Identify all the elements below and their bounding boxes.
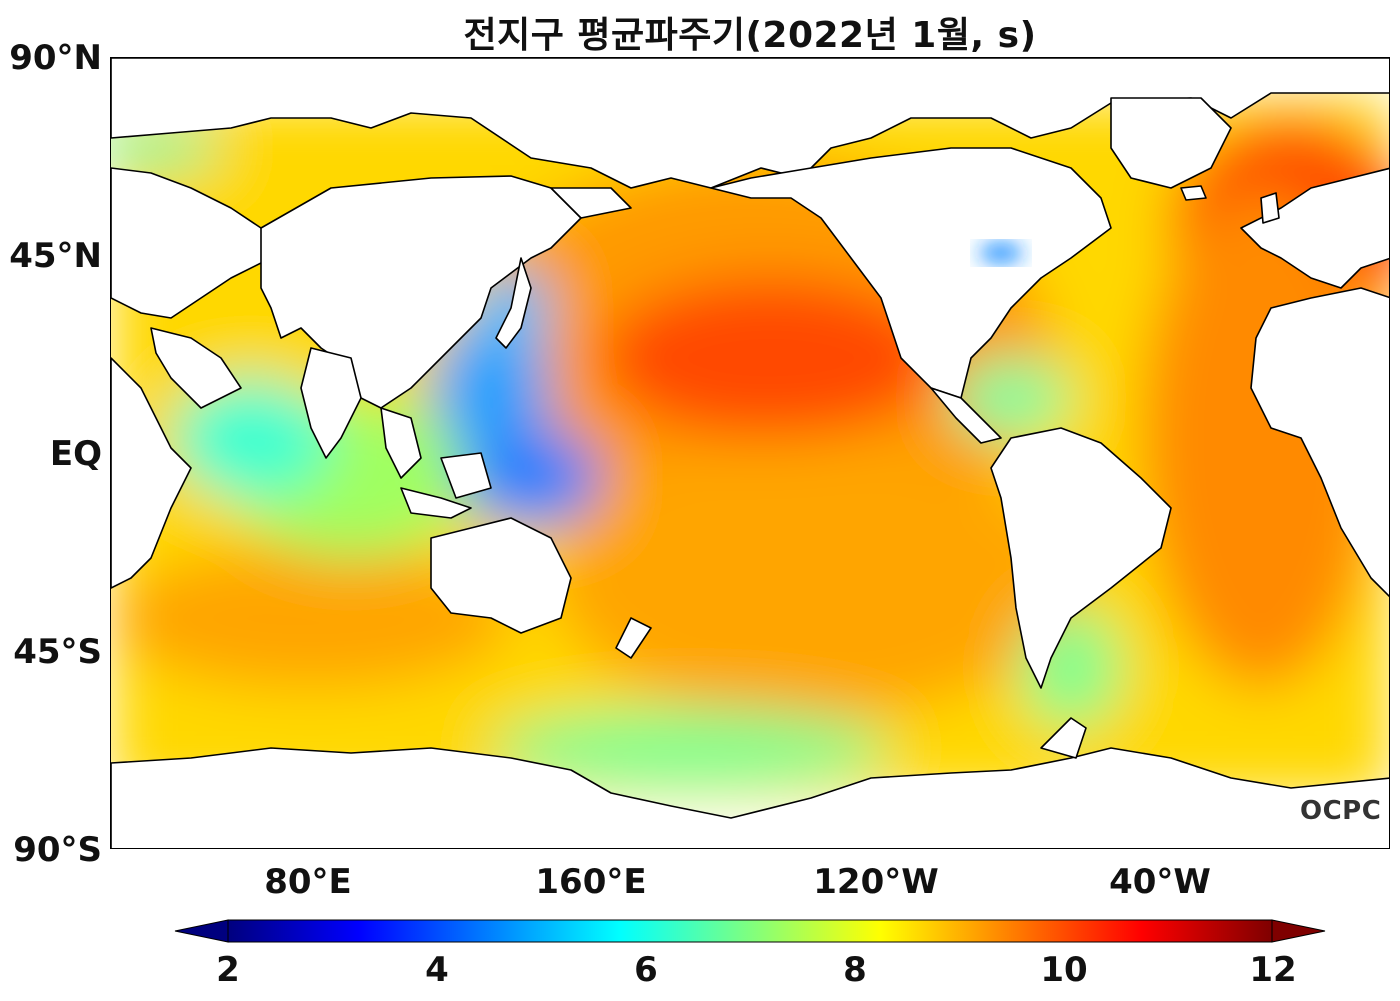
- colorbar-extend-low: [174, 919, 229, 943]
- lon-label-80e: 80°E: [264, 862, 352, 902]
- lat-label-45n: 45°N: [9, 236, 102, 276]
- ocpc-watermark: OCPC: [1300, 796, 1382, 826]
- colorbar-tick-12: 12: [1249, 950, 1297, 990]
- colorbar-extend-high: [1271, 919, 1326, 943]
- map-title: 전지구 평균파주기(2022년 1월, s): [463, 15, 1037, 56]
- great-lakes: [979, 243, 1023, 263]
- lat-label-eq: EQ: [49, 434, 102, 474]
- map-canvas: [111, 58, 1389, 848]
- colorbar-tick-8: 8: [843, 950, 867, 990]
- lon-label-120w: 120°W: [813, 862, 939, 902]
- colorbar-tick-10: 10: [1040, 950, 1088, 990]
- lat-label-90s: 90°S: [13, 830, 102, 870]
- lat-label-90n: 90°N: [9, 38, 102, 78]
- colorbar-tick-6: 6: [634, 950, 658, 990]
- colorbar-tick-4: 4: [425, 950, 449, 990]
- land-masses: [111, 58, 1389, 848]
- colorbar-gradient: [227, 919, 1273, 943]
- lat-label-45s: 45°S: [13, 632, 102, 672]
- colorbar-tick-2: 2: [216, 950, 240, 990]
- lon-label-40w: 40°W: [1109, 862, 1211, 902]
- lon-label-160e: 160°E: [535, 862, 647, 902]
- wave-period-map: [110, 57, 1390, 849]
